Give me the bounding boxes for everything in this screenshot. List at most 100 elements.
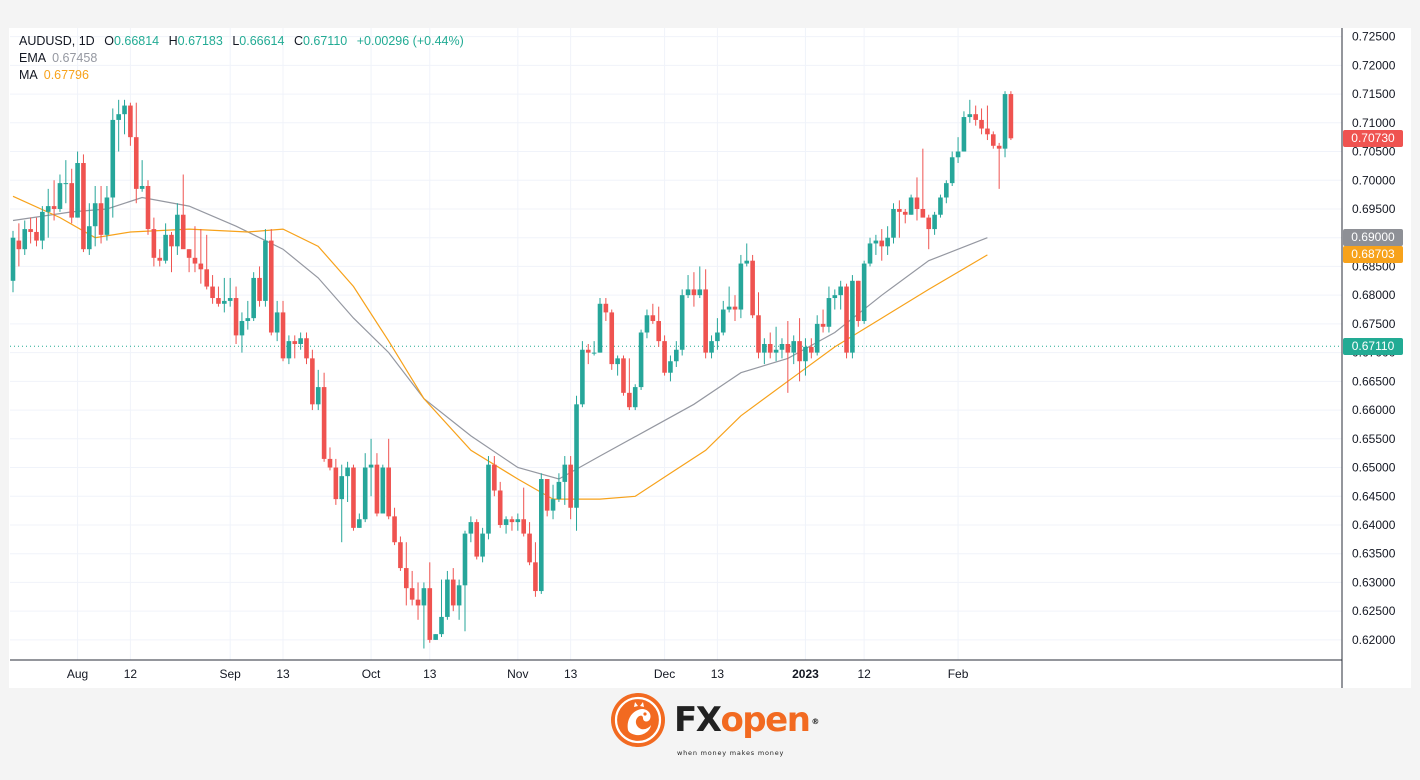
candle-up[interactable] xyxy=(803,346,808,362)
candle-down[interactable] xyxy=(327,458,333,468)
candle-up[interactable] xyxy=(298,338,303,344)
candle-up[interactable] xyxy=(679,295,685,350)
ma-row[interactable]: MA 0.67796 xyxy=(19,67,464,84)
candle-down[interactable] xyxy=(521,519,526,534)
candle-up[interactable] xyxy=(685,289,691,296)
candle-up[interactable] xyxy=(779,344,785,350)
candle-down[interactable] xyxy=(756,315,761,353)
candle-up[interactable] xyxy=(480,533,485,557)
candle-up[interactable] xyxy=(850,280,855,353)
candle-up[interactable] xyxy=(116,114,121,120)
candle-up[interactable] xyxy=(615,358,620,365)
candle-up[interactable] xyxy=(638,332,644,388)
candle-down[interactable] xyxy=(233,298,239,336)
candle-up[interactable] xyxy=(368,464,374,468)
candle-up[interactable] xyxy=(87,226,92,250)
candle-down[interactable] xyxy=(797,341,802,362)
candle-up[interactable] xyxy=(345,467,350,477)
candle-up[interactable] xyxy=(63,183,69,185)
candle-up[interactable] xyxy=(773,349,779,353)
candle-up[interactable] xyxy=(263,240,268,301)
candle-up[interactable] xyxy=(961,117,967,152)
candle-up[interactable] xyxy=(104,197,110,235)
candle-up[interactable] xyxy=(110,119,116,198)
candle-down[interactable] xyxy=(198,263,204,270)
candle-up[interactable] xyxy=(709,341,714,353)
candle-up[interactable] xyxy=(357,519,362,528)
candle-up[interactable] xyxy=(40,211,45,241)
candle-down[interactable] xyxy=(34,231,39,241)
candle-up[interactable] xyxy=(597,303,603,353)
candle-down[interactable] xyxy=(180,214,186,250)
candle-down[interactable] xyxy=(990,134,996,146)
candle-down[interactable] xyxy=(926,217,932,230)
candle-up[interactable] xyxy=(274,312,280,333)
candle-down[interactable] xyxy=(81,163,86,250)
candle-down[interactable] xyxy=(403,568,409,589)
candle-up[interactable] xyxy=(720,309,726,333)
candle-down[interactable] xyxy=(879,240,885,247)
chart-panel[interactable] xyxy=(9,28,1411,688)
candle-down[interactable] xyxy=(585,349,591,353)
candle-down[interactable] xyxy=(145,186,151,230)
candle-down[interactable] xyxy=(902,211,908,215)
candle-down[interactable] xyxy=(691,289,697,296)
candle-up[interactable] xyxy=(873,240,879,244)
candle-down[interactable] xyxy=(151,229,157,258)
candle-down[interactable] xyxy=(656,321,661,342)
candle-down[interactable] xyxy=(603,303,609,313)
candle-up[interactable] xyxy=(251,277,256,319)
candle-up[interactable] xyxy=(1002,94,1008,149)
candle-up[interactable] xyxy=(726,306,732,310)
candle-down[interactable] xyxy=(492,464,497,491)
candle-down[interactable] xyxy=(427,588,433,640)
candle-down[interactable] xyxy=(568,464,573,508)
candle-up[interactable] xyxy=(245,318,251,322)
candle-up[interactable] xyxy=(697,289,703,296)
candle-down[interactable] xyxy=(973,114,978,120)
ema-row[interactable]: EMA 0.67458 xyxy=(19,50,464,67)
candle-up[interactable] xyxy=(715,332,720,342)
candle-down[interactable] xyxy=(820,323,826,327)
candle-down[interactable] xyxy=(310,358,315,405)
candle-up[interactable] xyxy=(867,243,873,264)
candle-up[interactable] xyxy=(580,349,585,405)
candle-down[interactable] xyxy=(474,522,480,557)
candle-down[interactable] xyxy=(128,105,133,138)
candle-up[interactable] xyxy=(861,263,867,322)
candle-down[interactable] xyxy=(996,145,1002,149)
candle-up[interactable] xyxy=(362,467,368,520)
candle-down[interactable] xyxy=(527,533,532,563)
candle-up[interactable] xyxy=(286,341,292,359)
candle-up[interactable] xyxy=(139,186,145,189)
candle-up[interactable] xyxy=(832,295,838,299)
candle-down[interactable] xyxy=(662,341,667,373)
candle-up[interactable] xyxy=(439,616,444,635)
candle-up[interactable] xyxy=(339,476,345,500)
candle-down[interactable] xyxy=(621,358,626,393)
candle-up[interactable] xyxy=(644,315,650,333)
candle-down[interactable] xyxy=(609,312,615,365)
candle-down[interactable] xyxy=(703,289,708,353)
candle-up[interactable] xyxy=(814,323,820,353)
candle-down[interactable] xyxy=(979,119,984,129)
candle-down[interactable] xyxy=(204,269,210,287)
candle-up[interactable] xyxy=(421,588,427,606)
candle-down[interactable] xyxy=(51,206,57,209)
candle-down[interactable] xyxy=(914,197,920,209)
candle-up[interactable] xyxy=(380,467,386,514)
candle-up[interactable] xyxy=(92,203,98,227)
candle-down[interactable] xyxy=(450,579,456,606)
candle-up[interactable] xyxy=(45,206,51,212)
candle-up[interactable] xyxy=(122,105,127,115)
candle-down[interactable] xyxy=(186,249,192,258)
candle-down[interactable] xyxy=(650,315,656,322)
candle-up[interactable] xyxy=(762,344,767,353)
candle-down[interactable] xyxy=(351,467,356,528)
candle-down[interactable] xyxy=(257,277,262,301)
candle-down[interactable] xyxy=(321,387,327,459)
candle-up[interactable] xyxy=(175,214,180,247)
candle-up[interactable] xyxy=(503,519,509,525)
candle-up[interactable] xyxy=(826,298,832,327)
candle-up[interactable] xyxy=(562,464,568,482)
